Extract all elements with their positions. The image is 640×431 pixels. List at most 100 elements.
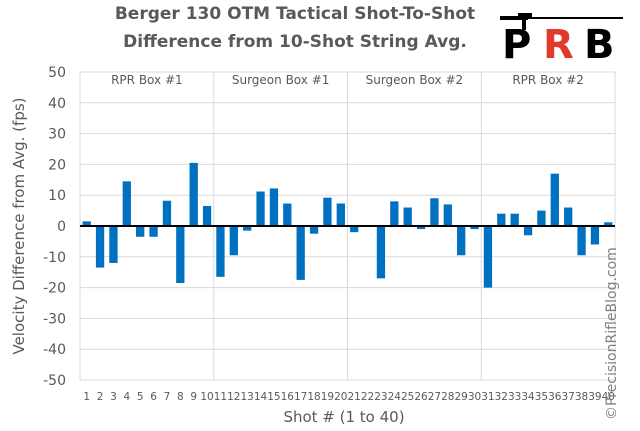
y-tick-label: 10 — [48, 188, 66, 204]
group-label: RPR Box #1 — [111, 73, 183, 87]
bar-shot-33 — [510, 213, 519, 226]
x-tick-label: 21 — [348, 391, 361, 403]
x-tick-label: 39 — [588, 391, 601, 403]
x-tick-label: 40 — [602, 391, 615, 403]
x-tick-label: 5 — [137, 391, 144, 403]
bar-shot-25 — [403, 207, 412, 226]
x-tick-label: 29 — [455, 391, 468, 403]
y-tick-label: 0 — [57, 219, 66, 235]
x-tick-label: 17 — [294, 391, 307, 403]
logo-rifle-barrel — [528, 17, 623, 19]
bar-shot-19 — [323, 197, 332, 226]
x-tick-label: 27 — [428, 391, 441, 403]
x-tick-label: 23 — [374, 391, 387, 403]
logo-letter-b: B — [584, 22, 615, 60]
bar-shot-40 — [604, 222, 613, 226]
bar-shot-34 — [523, 226, 533, 236]
group-label: Surgeon Box #2 — [366, 73, 464, 87]
x-tick-label: 16 — [281, 391, 295, 403]
x-tick-label: 12 — [227, 391, 240, 403]
y-tick-label: 50 — [48, 65, 66, 81]
bar-shot-32 — [497, 213, 506, 226]
x-tick-label: 7 — [164, 391, 171, 403]
bar-shot-28 — [443, 204, 452, 226]
x-tick-label: 32 — [495, 391, 508, 403]
bars — [82, 162, 613, 288]
x-tick-label: 3 — [110, 391, 117, 403]
bar-shot-2 — [95, 226, 105, 268]
x-tick-label: 38 — [575, 391, 588, 403]
tick-labels: 50 40 30 20 10 0 -10 -20 -30 -40 -50 RPR Box #1 Surg… — [43, 65, 615, 403]
y-tick-label: -20 — [43, 281, 66, 297]
bar-shot-16 — [283, 203, 292, 226]
x-tick-label: 15 — [267, 391, 280, 403]
x-tick-label: 31 — [481, 391, 494, 403]
logo-letter-p: P — [502, 22, 531, 60]
group-label: Surgeon Box #1 — [232, 73, 330, 87]
x-tick-label: 30 — [468, 391, 481, 403]
y-tick-label: 20 — [48, 157, 66, 173]
x-tick-label: 36 — [548, 391, 562, 403]
logo-letter-r: R — [543, 22, 574, 60]
bar-shot-30 — [470, 226, 479, 230]
x-tick-label: 13 — [241, 391, 254, 403]
bar-shot-1 — [82, 221, 91, 226]
x-tick-label: 20 — [334, 391, 347, 403]
logo-rifle-scope — [518, 13, 532, 18]
bar-shot-26 — [416, 226, 426, 230]
x-tick-label: 35 — [535, 391, 548, 403]
bar-shot-24 — [390, 201, 399, 226]
bar-shot-36 — [550, 173, 559, 226]
x-tick-label: 24 — [388, 391, 402, 403]
group-label: RPR Box #2 — [512, 73, 584, 87]
bar-shot-38 — [577, 226, 586, 256]
bar-shot-10 — [202, 205, 212, 226]
bar-shot-17 — [296, 226, 305, 280]
bar-shot-37 — [564, 207, 573, 226]
x-tick-label: 33 — [508, 391, 521, 403]
x-axis-label: Shot # (1 to 40) — [283, 408, 404, 426]
y-axis-label: Velocity Difference from Avg. (fps) — [10, 97, 28, 354]
y-tick-label: -40 — [43, 342, 66, 358]
bar-shot-39 — [590, 226, 600, 245]
x-tick-label: 37 — [562, 391, 575, 403]
x-tick-label: 10 — [200, 391, 213, 403]
bar-shot-4 — [122, 181, 131, 226]
x-tick-label: 6 — [150, 391, 157, 403]
x-tick-label: 19 — [321, 391, 334, 403]
x-tick-label: 14 — [254, 391, 268, 403]
x-tick-label: 11 — [214, 391, 227, 403]
bar-shot-9 — [189, 162, 198, 226]
y-tick-label: -10 — [43, 250, 66, 266]
y-tick-label: -30 — [43, 311, 66, 327]
bar-shot-15 — [269, 188, 279, 226]
bar-shot-29 — [457, 226, 466, 256]
bar-shot-6 — [149, 226, 158, 237]
logo-rifle-stock — [500, 16, 528, 20]
x-tick-label: 22 — [361, 391, 374, 403]
y-tick-label: 30 — [48, 127, 66, 143]
x-tick-label: 4 — [123, 391, 130, 403]
copyright-credit: ©PrecisionRifleBlog.com — [604, 247, 620, 420]
y-tick-label: -50 — [43, 373, 66, 389]
x-tick-label: 34 — [521, 391, 535, 403]
x-tick-label: 25 — [401, 391, 414, 403]
x-tick-label: 28 — [441, 391, 454, 403]
bar-shot-3 — [109, 226, 118, 263]
bar-shot-18 — [309, 226, 319, 234]
x-tick-label: 18 — [307, 391, 320, 403]
x-tick-label: 2 — [97, 391, 104, 403]
chart-title-line-1: Berger 130 OTM Tactical Shot-To-Shot — [114, 4, 476, 24]
bar-shot-11 — [216, 226, 225, 277]
bar-shot-14 — [256, 191, 265, 226]
bar-shot-21 — [350, 226, 359, 233]
prb-logo: P R B — [500, 13, 623, 60]
bar-shot-8 — [176, 226, 185, 283]
bar-shot-23 — [376, 226, 386, 279]
bar-shot-35 — [537, 210, 546, 226]
bar-shot-12 — [229, 226, 238, 256]
bar-shot-27 — [430, 198, 439, 226]
logo-rifle-grip — [522, 20, 526, 30]
chart-title-line-2: Difference from 10-Shot String Avg. — [123, 32, 467, 52]
